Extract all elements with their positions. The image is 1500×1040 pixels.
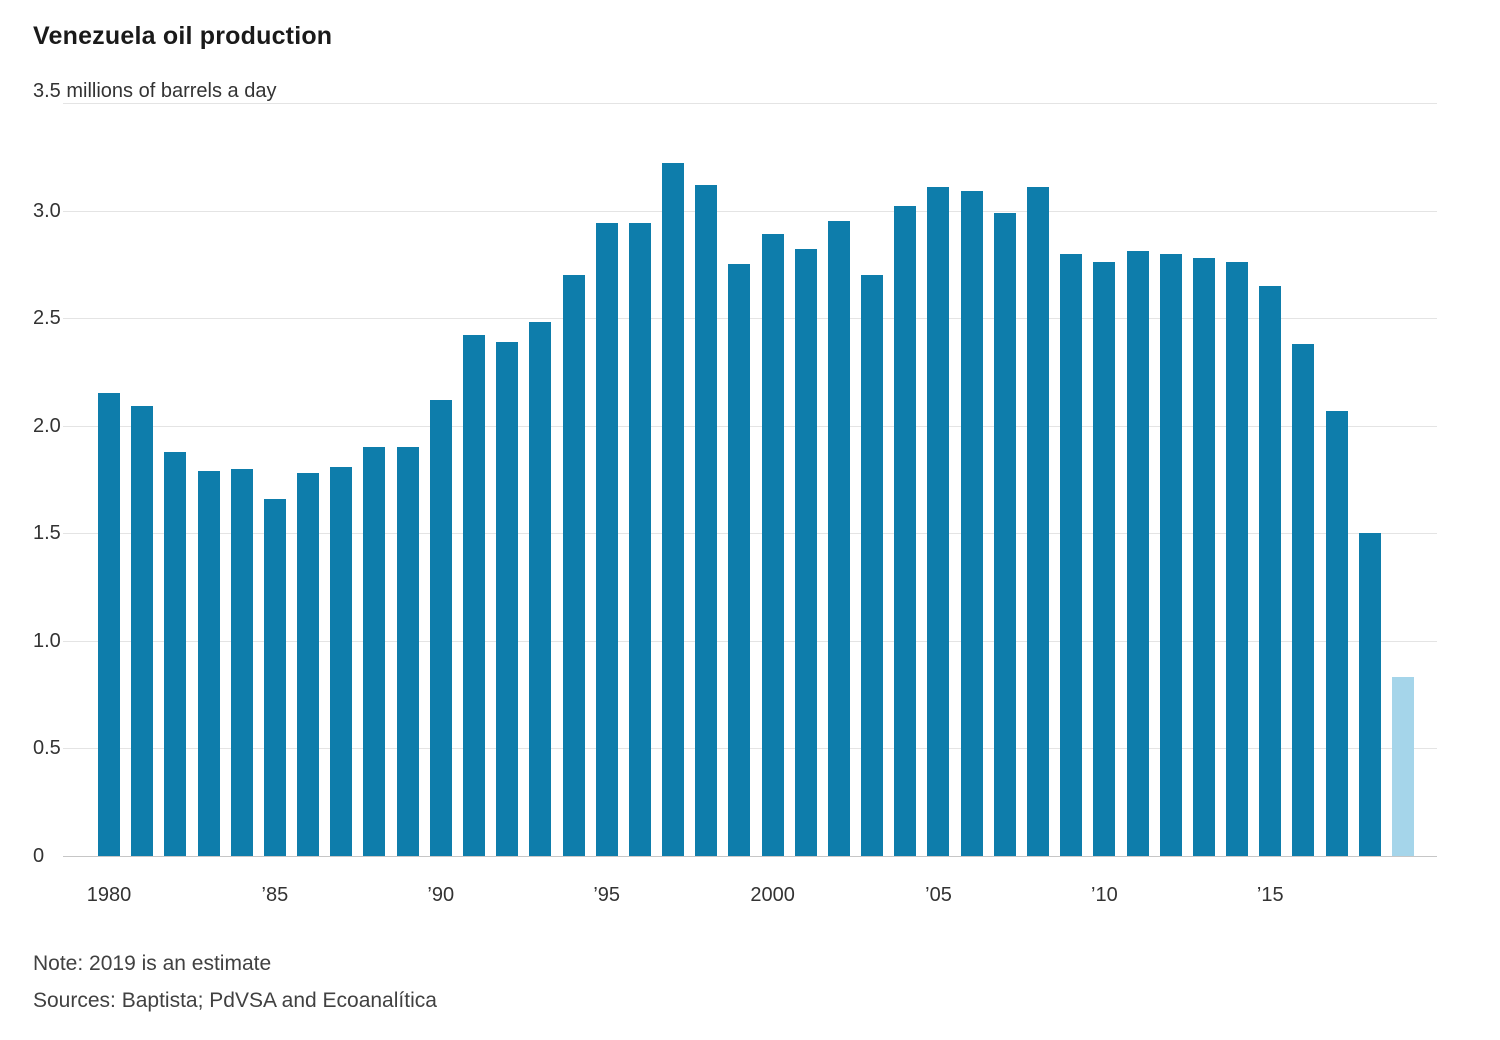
gridline-3.5: [63, 103, 1437, 104]
bar-2014: [1226, 262, 1249, 856]
bar-1995: [595, 223, 618, 856]
x-tick-1995: ’95: [593, 884, 621, 906]
chart-note: Note: 2019 is an estimate: [33, 952, 272, 975]
bar-2011: [1126, 251, 1149, 856]
y-tick-0.5: 0.5: [33, 737, 61, 760]
gridline-0: [63, 856, 1437, 857]
bar-1985: [263, 498, 286, 856]
bar-2017: [1325, 410, 1348, 856]
x-tick-1985: ’85: [261, 884, 289, 906]
x-tick-2015: ’15: [1256, 884, 1284, 906]
x-tick-1980: 1980: [86, 884, 132, 906]
x-tick-1990: ’90: [427, 884, 455, 906]
bar-1994: [562, 275, 585, 856]
y-tick-1: 1.0: [33, 629, 61, 652]
bar-1996: [628, 223, 651, 856]
bar-2001: [794, 249, 817, 856]
bar-2008: [1027, 186, 1050, 856]
bar-2007: [993, 212, 1016, 856]
bar-1998: [695, 184, 718, 856]
bar-1986: [297, 473, 320, 856]
bar-2005: [927, 186, 950, 856]
bar-1997: [662, 163, 685, 856]
bar-1980: [98, 393, 120, 856]
x-tick-2010: ’10: [1091, 884, 1118, 906]
plot-area: [98, 103, 1414, 856]
y-tick-3: 3.0: [33, 199, 61, 222]
x-tick-2000: 2000: [750, 884, 795, 906]
y-tick-1.5: 1.5: [33, 522, 61, 545]
y-tick-2.5: 2.5: [33, 307, 61, 330]
bar-2010: [1093, 262, 1116, 856]
bar-1983: [197, 470, 220, 856]
bar-1989: [396, 447, 419, 856]
bar-2016: [1292, 343, 1315, 856]
bar-2006: [960, 191, 983, 856]
bar-2013: [1192, 257, 1215, 856]
bar-1981: [131, 406, 154, 856]
bar-1987: [330, 466, 353, 856]
bar-2003: [861, 275, 884, 856]
bar-1993: [529, 322, 552, 856]
x-axis-labels: 1980 ’85 ’90 ’95 2000 ’05 ’10 ’15: [87, 884, 1414, 914]
bar-1990: [429, 399, 452, 856]
bar-1988: [363, 447, 386, 856]
bar-2002: [827, 221, 850, 856]
bar-1999: [728, 264, 751, 856]
bar-2000: [761, 234, 784, 856]
bar-1984: [230, 468, 253, 856]
x-tick-2005: ’05: [925, 884, 952, 906]
bar-2015: [1259, 285, 1282, 856]
chart-sources: Sources: Baptista; PdVSA and Ecoanalític…: [33, 989, 437, 1012]
gridline-3: [63, 210, 1437, 212]
y-tick-2: 2.0: [33, 414, 61, 437]
bar-1982: [164, 451, 187, 856]
bar-2018: [1358, 533, 1381, 856]
bar-1992: [496, 341, 519, 856]
y-tick-0: 0: [33, 845, 45, 867]
y-axis-labels: 0 0.5 1.0 1.5 2.0 2.5 3.0: [33, 103, 93, 866]
chart-title: Venezuela oil production: [33, 22, 333, 50]
bar-2009: [1060, 253, 1083, 856]
bar-2004: [894, 206, 917, 856]
bar-2012: [1159, 253, 1182, 856]
bar-2019: [1392, 677, 1414, 856]
y-axis-unit-label: 3.5 millions of barrels a day: [33, 80, 277, 102]
bar-1991: [462, 335, 485, 856]
